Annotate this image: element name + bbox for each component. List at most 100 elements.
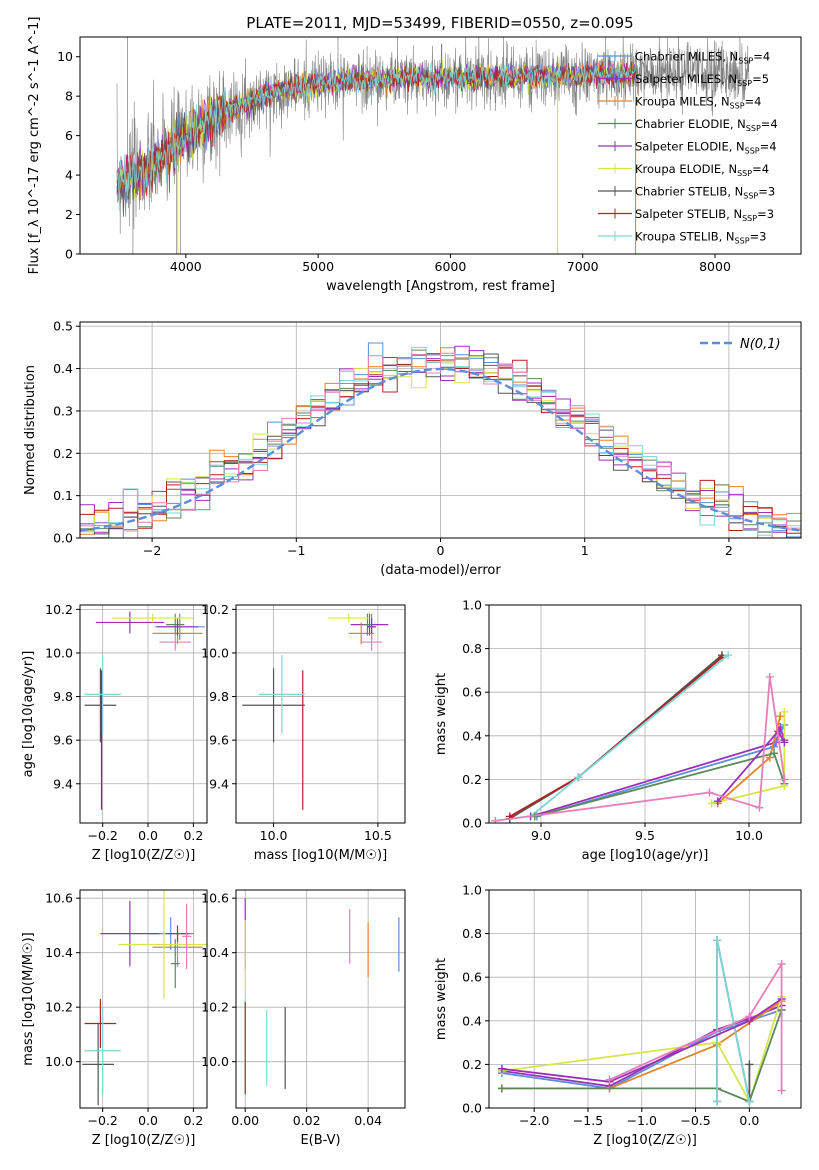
legend-label: Chabrier STELIB, NSSP=3 <box>635 185 775 201</box>
x-axis-label: Z [log10(Z/Z☉)] <box>92 1133 196 1148</box>
x-tick-label: −1.5 <box>573 1113 603 1128</box>
legend-label: Salpeter MILES, NSSP=5 <box>635 72 769 88</box>
weight-marker <box>574 773 583 782</box>
y-tick-label: 0.0 <box>462 1101 482 1116</box>
y-tick-label: 1.0 <box>462 598 482 613</box>
y-tick-label: 0.8 <box>462 926 482 941</box>
weight-marker <box>780 707 789 716</box>
weight-marker <box>724 651 733 660</box>
weight-marker <box>707 799 716 808</box>
plot-area <box>82 890 207 1106</box>
x-axis-label: Z [log10(Z/Z☉)] <box>92 848 196 863</box>
x-tick-label: 0.04 <box>354 1113 382 1128</box>
weight-marker <box>745 1097 754 1106</box>
plot-area <box>491 651 789 823</box>
weight-marker <box>777 960 786 969</box>
model-spectrum-line <box>116 58 636 212</box>
y-tick-label: 10.0 <box>45 1054 73 1069</box>
weight-marker <box>713 936 722 945</box>
y-tick-label: 0.3 <box>53 403 73 418</box>
y-tick-label: 0.2 <box>462 1057 482 1072</box>
x-axis-label: mass [log10(M/M☉)] <box>254 848 387 863</box>
legend-label: N(0,1) <box>740 337 781 352</box>
y-tick-label: 10.4 <box>45 945 73 960</box>
y-tick-label: 9.8 <box>53 689 73 704</box>
axes-frame <box>235 604 406 824</box>
plot-area <box>80 342 801 538</box>
x-tick-label: −2 <box>143 543 161 558</box>
age-vs-mass-panel: 10.0 10.5 9.4 9.6 9.8 10.0 10.2 mass [log10(M/M… <box>201 602 406 863</box>
y-tick-label: 10.6 <box>45 891 73 906</box>
plot-area <box>116 37 750 254</box>
x-tick-label: 1 <box>581 543 589 558</box>
legend-label: Kroupa STELIB, NSSP=3 <box>635 230 766 246</box>
x-tick-label: 9.5 <box>635 828 655 843</box>
mass-vs-extinction-panel: 0.00 0.02 0.04 10.0 10.2 10.4 10.6 E(B-V) <box>201 889 406 1148</box>
weight-vs-metallicity-panel: −2.0 −1.5 −1.0 −0.5 0.0 0.0 0.2 0.4 0.6 0.8 1.0 Z [… <box>434 883 802 1148</box>
x-axis-label: Z [log10(Z/Z☉)] <box>593 1133 697 1148</box>
weight-marker <box>713 1097 722 1106</box>
weight-marker <box>776 712 785 721</box>
x-tick-label: 10.0 <box>260 828 288 843</box>
x-tick-label: 9.0 <box>531 828 551 843</box>
y-tick-label: 10.2 <box>201 602 229 617</box>
plot-area <box>497 936 786 1106</box>
plot-area <box>84 611 205 810</box>
y-tick-label: 9.8 <box>209 689 229 704</box>
x-tick-label: 2 <box>725 543 733 558</box>
x-tick-label: 0.2 <box>183 1113 203 1128</box>
y-tick-label: 0.6 <box>462 970 482 985</box>
y-tick-label: 4 <box>65 168 73 183</box>
weight-line <box>501 1009 783 1103</box>
histogram-step <box>80 352 801 538</box>
axes-frame <box>79 889 208 1109</box>
y-tick-label: 10.2 <box>201 1000 229 1015</box>
axes-frame <box>79 604 208 824</box>
legend-label: Chabrier MILES, NSSP=4 <box>635 50 770 66</box>
y-tick-label: 0.2 <box>462 772 482 787</box>
y-tick-label: 10.2 <box>45 1000 73 1015</box>
x-tick-label: −0.2 <box>87 1113 117 1128</box>
weight-marker <box>777 1086 786 1095</box>
y-tick-label: 0.2 <box>53 446 73 461</box>
x-tick-label: 0.00 <box>231 1113 259 1128</box>
axes-frame <box>79 321 802 539</box>
x-tick-label: 0.0 <box>138 1113 158 1128</box>
y-axis-label: age [log10(age/yr)] <box>21 651 36 778</box>
weight-marker <box>780 738 789 747</box>
y-tick-label: 9.6 <box>209 733 229 748</box>
y-tick-label: 9.4 <box>209 776 229 791</box>
x-tick-label: 10.0 <box>735 828 763 843</box>
mass-vs-metallicity-panel: −0.2 0.0 0.2 10.0 10.2 10.4 10.6 Z [log10(Z/Z☉)… <box>21 889 208 1148</box>
x-tick-label: 5000 <box>302 259 334 274</box>
residual-histogram-panel: −2 −1 0 1 2 0.0 0.1 0.2 0.3 0.4 0.5 (data-model)/er… <box>23 319 802 578</box>
y-tick-label: 0.6 <box>462 685 482 700</box>
weight-marker <box>745 1012 754 1021</box>
legend-label: Salpeter ELODIE, NSSP=4 <box>635 140 777 156</box>
x-tick-label: 8000 <box>699 259 731 274</box>
y-tick-label: 0.4 <box>462 1013 482 1028</box>
y-axis-label: Normed distribution <box>23 365 38 495</box>
y-tick-label: 6 <box>65 128 73 143</box>
y-tick-label: 10.4 <box>201 945 229 960</box>
weight-marker <box>605 1075 614 1084</box>
legend-label: Salpeter STELIB, NSSP=3 <box>635 207 774 223</box>
age-vs-metallicity-panel: −0.2 0.0 0.2 9.4 9.6 9.8 10.0 10.2 Z [log10(Z/Z☉… <box>21 602 208 863</box>
weight-marker <box>745 1060 754 1069</box>
y-tick-label: 2 <box>65 207 73 222</box>
x-axis-label: age [log10(age/yr)] <box>582 848 709 863</box>
y-tick-label: 0.4 <box>462 728 482 743</box>
x-tick-label: 4000 <box>170 259 202 274</box>
y-tick-label: 0.0 <box>53 531 73 546</box>
weight-line <box>534 752 786 818</box>
plot-area <box>244 898 400 1095</box>
y-tick-label: 10.0 <box>45 645 73 660</box>
x-tick-label: 0 <box>437 543 445 558</box>
weight-marker <box>713 797 722 806</box>
figure-title: PLATE=2011, MJD=53499, FIBERID=0550, z=0… <box>246 14 633 32</box>
weight-marker <box>497 1064 506 1073</box>
y-tick-label: 0.8 <box>462 641 482 656</box>
x-tick-label: 6000 <box>435 259 467 274</box>
axes-frame <box>235 889 406 1109</box>
